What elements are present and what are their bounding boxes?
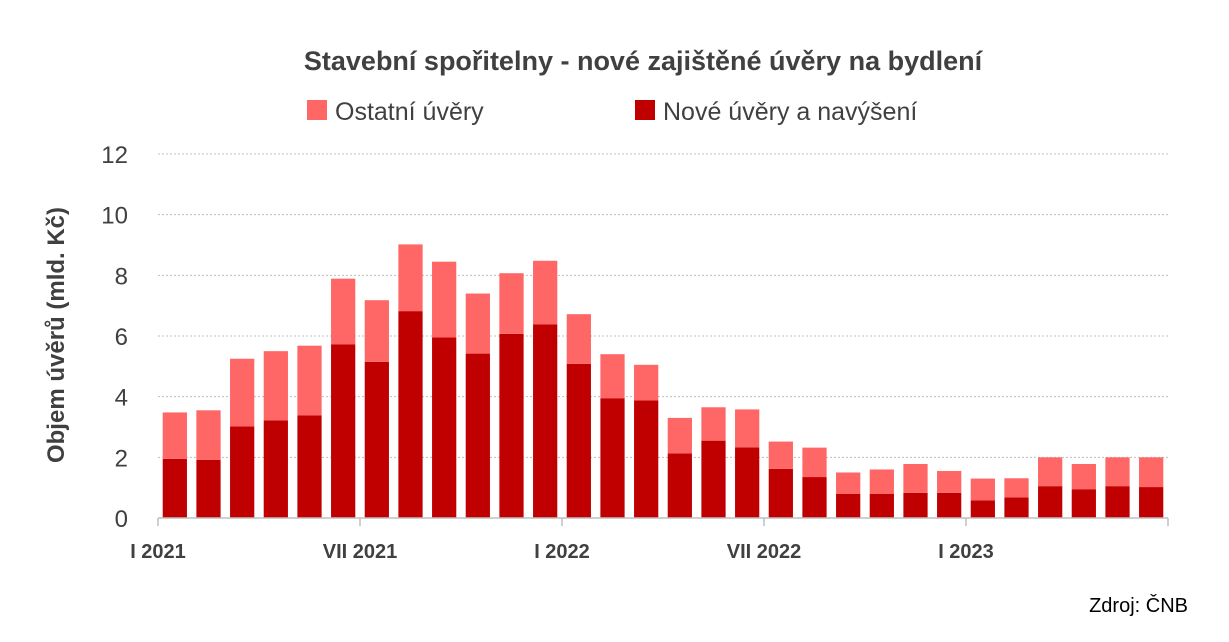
bar-segment-nove-uvery	[1038, 486, 1063, 518]
bar-segment-ostatni-uvery	[600, 354, 625, 399]
bar-segment-nove-uvery	[634, 400, 659, 518]
bar-segment-ostatni-uvery	[701, 407, 726, 441]
y-tick-label: 6	[115, 324, 128, 351]
bar-segment-nove-uvery	[398, 311, 423, 518]
bar-segment-nove-uvery	[1004, 497, 1029, 518]
legend: Ostatní úvěry Nové úvěry a navýšení	[307, 98, 917, 126]
y-axis-ticks: 0 2 4 6 8 10 12	[101, 142, 128, 533]
bar-segment-ostatni-uvery	[196, 410, 221, 460]
y-tick-label: 4	[115, 385, 128, 412]
bar-segment-nove-uvery	[196, 459, 221, 518]
bar-segment-ostatni-uvery	[667, 417, 692, 454]
bar-segment-nove-uvery	[465, 353, 490, 518]
bar-segment-nove-uvery	[768, 468, 793, 518]
bar-segment-nove-uvery	[566, 363, 591, 518]
bar-segment-ostatni-uvery	[331, 278, 356, 345]
bar-segment-nove-uvery	[869, 493, 894, 518]
x-tick-label: I 2022	[534, 541, 590, 563]
legend-swatch-ostatni	[307, 100, 327, 120]
bar-segment-ostatni-uvery	[634, 364, 659, 401]
x-tick-label: VII 2021	[323, 541, 398, 563]
bar-segment-nove-uvery	[230, 426, 255, 518]
bar-segment-nove-uvery	[937, 492, 962, 518]
bar-segment-ostatni-uvery	[1071, 464, 1096, 490]
bar-segment-nove-uvery	[667, 453, 692, 518]
bar-segment-ostatni-uvery	[802, 447, 827, 478]
bar-segment-nove-uvery	[802, 477, 827, 518]
bar-segment-ostatni-uvery	[499, 273, 524, 334]
bar-segment-nove-uvery	[903, 492, 928, 518]
y-tick-label: 12	[101, 142, 128, 169]
bar-segment-ostatni-uvery	[768, 441, 793, 469]
bar-segment-ostatni-uvery	[230, 358, 255, 427]
bar-segment-nove-uvery	[1139, 487, 1164, 518]
source-note: Zdroj: ČNB	[1089, 594, 1188, 617]
bar-segment-ostatni-uvery	[533, 260, 558, 325]
bar-segment-nove-uvery	[600, 398, 625, 518]
x-tick-label: VII 2022	[727, 541, 802, 563]
bar-segment-ostatni-uvery	[937, 470, 962, 493]
bar-segment-nove-uvery	[331, 344, 356, 518]
bar-segment-ostatni-uvery	[364, 300, 389, 362]
bar-segment-ostatni-uvery	[1004, 478, 1029, 498]
bar-segment-ostatni-uvery	[162, 412, 187, 459]
x-axis: I 2021 VII 2021 I 2022 VII 2022 I 2023	[130, 517, 1169, 563]
bar-segment-nove-uvery	[1105, 486, 1130, 518]
bar-segment-ostatni-uvery	[903, 464, 928, 493]
bar-segment-nove-uvery	[364, 361, 389, 518]
bar-segment-ostatni-uvery	[465, 293, 490, 354]
bar-segment-ostatni-uvery	[398, 244, 423, 312]
bar-segment-ostatni-uvery	[735, 409, 760, 448]
bar-segment-ostatni-uvery	[869, 469, 894, 494]
bar-segment-nove-uvery	[297, 415, 322, 518]
bar-segment-nove-uvery	[970, 500, 995, 518]
bar-segment-ostatni-uvery	[970, 478, 995, 501]
y-tick-label: 10	[101, 203, 128, 230]
legend-label-nove: Nové úvěry a navýšení	[663, 98, 917, 126]
bars	[162, 244, 1164, 518]
bar-segment-nove-uvery	[162, 458, 187, 518]
bar-segment-nove-uvery	[499, 333, 524, 518]
bar-segment-nove-uvery	[735, 447, 760, 518]
bar-segment-nove-uvery	[263, 420, 288, 518]
bar-segment-ostatni-uvery	[263, 351, 288, 421]
bar-segment-nove-uvery	[1071, 489, 1096, 518]
x-tick-label: I 2021	[130, 541, 186, 563]
bar-segment-ostatni-uvery	[836, 472, 861, 494]
y-tick-label: 0	[115, 506, 128, 533]
bar-segment-ostatni-uvery	[1038, 457, 1063, 487]
bar-segment-ostatni-uvery	[566, 314, 591, 364]
chart-title: Stavební spořitelny - nové zajištěné úvě…	[304, 46, 984, 76]
bar-segment-ostatni-uvery	[297, 345, 322, 416]
x-tick-label: I 2023	[938, 541, 994, 563]
y-axis-label: Objem úvěrů (mld. Kč)	[43, 207, 70, 463]
y-tick-label: 8	[115, 263, 128, 290]
bar-segment-nove-uvery	[432, 337, 457, 518]
bar-segment-ostatni-uvery	[1105, 457, 1130, 487]
bar-segment-ostatni-uvery	[1139, 457, 1164, 488]
y-tick-label: 2	[115, 445, 128, 472]
bar-segment-nove-uvery	[533, 324, 558, 518]
bar-segment-nove-uvery	[836, 493, 861, 518]
legend-swatch-nove	[635, 100, 655, 120]
bar-segment-nove-uvery	[701, 440, 726, 518]
bar-segment-ostatni-uvery	[432, 261, 457, 338]
gridlines	[158, 153, 1168, 458]
legend-label-ostatni: Ostatní úvěry	[335, 98, 484, 126]
